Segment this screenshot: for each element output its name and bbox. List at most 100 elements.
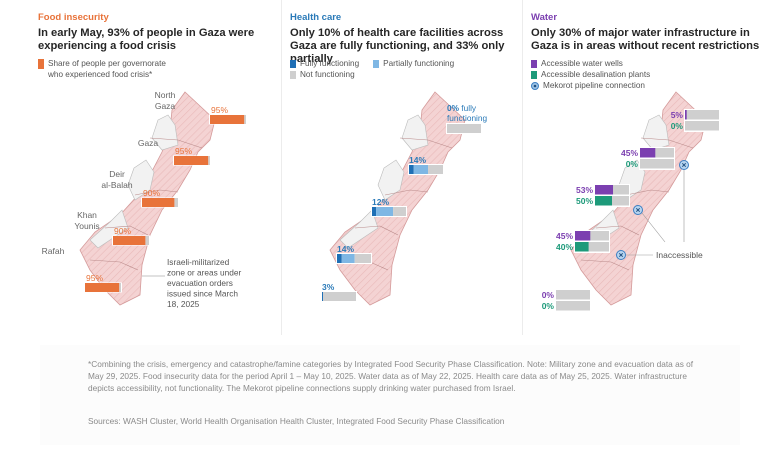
partially-functioning-bar — [413, 165, 429, 174]
not-functioning-bar — [447, 124, 481, 133]
health-care-panel: Health care Only 10% of health care faci… — [281, 0, 514, 335]
food-legend: Share of people per governorate who expe… — [38, 58, 166, 80]
north-gaza-health-label: 0% fully — [447, 103, 477, 113]
legend-item-full: Fully functioning — [290, 58, 359, 69]
military-zone-annotation: 18, 2025 — [167, 299, 200, 309]
legend-item-not: Not functioning — [290, 69, 454, 80]
partially-functioning-bar — [341, 254, 355, 263]
food-data-label: 95% — [86, 273, 103, 283]
desalination-bar — [575, 242, 589, 252]
food-bar — [174, 156, 209, 165]
desalination-label: 0% — [542, 301, 555, 311]
water-wells-label: 5% — [671, 110, 684, 120]
governorate-border — [399, 137, 453, 149]
water-wells-bar — [685, 110, 687, 120]
inaccessible-bar — [575, 231, 609, 241]
food-legend-label-2: who experienced food crisis* — [48, 70, 153, 79]
legend-label-partial: Partially functioning — [383, 59, 455, 68]
governorate-border — [640, 137, 694, 149]
food-bar-remainder — [208, 156, 210, 165]
food-bar-remainder — [174, 198, 178, 207]
governorate-border — [134, 189, 179, 196]
water-wells-bar — [640, 148, 656, 158]
pipeline-connection-icon — [616, 250, 626, 260]
footer-background — [40, 345, 740, 445]
health-data-label: 14% — [337, 244, 354, 254]
gaza-strip-shape — [329, 91, 466, 306]
food-map: 95%95%90%90%95%NorthGazaGazaDeiral-Balah… — [42, 90, 247, 309]
not-swatch-icon — [290, 70, 296, 79]
military-zone-annotation: issued since March — [167, 289, 238, 299]
leader-line — [641, 212, 666, 243]
sources: Sources: WASH Cluster, World Health Orga… — [88, 416, 505, 426]
food-insecurity-panel: Food insecurity In early May, 93% of peo… — [30, 0, 270, 335]
food-bar-remainder — [244, 115, 246, 124]
not-functioning-bar — [393, 207, 406, 216]
inaccessible-bar — [685, 110, 719, 120]
legend-item-wells: Accessible water wells — [531, 58, 650, 69]
unrestricted-area-shape — [89, 209, 129, 249]
water-wells-label: 45% — [556, 231, 573, 241]
fully-functioning-bar — [337, 254, 342, 263]
unrestricted-area-shape — [377, 159, 405, 201]
water-headline: Only 30% of major water infrastructure i… — [531, 27, 760, 52]
governorate-border — [625, 189, 670, 196]
fully-functioning-bar — [322, 292, 324, 301]
legend-label-full: Fully functioning — [300, 59, 360, 68]
food-legend-label: Share of people per governorate — [48, 59, 166, 68]
inaccessible-label: Inaccessible — [656, 250, 703, 260]
food-data-label: 90% — [114, 226, 131, 236]
inaccessible-bar — [556, 290, 590, 300]
military-zone-annotation: evacuation orders — [167, 278, 233, 288]
water-wells-label: 45% — [621, 148, 638, 158]
health-legend: Fully functioning Partially functioning … — [290, 58, 454, 80]
unrestricted-area-shape — [127, 159, 155, 201]
water-wells-label: 0% — [542, 290, 555, 300]
health-data-label: 12% — [372, 197, 389, 207]
desalination-label: 50% — [576, 196, 593, 206]
inaccessible-bar — [575, 242, 609, 252]
wells-swatch-icon — [531, 59, 537, 68]
water-panel: Water Only 30% of major water infrastruc… — [522, 0, 763, 335]
governorate-label: Khan — [77, 210, 97, 220]
governorate-label: Gaza — [155, 101, 176, 111]
food-data-label: 95% — [211, 105, 228, 115]
inaccessible-bar — [685, 121, 719, 131]
legend-label-desal: Accessible desalination plants — [541, 70, 651, 79]
desalination-label: 40% — [556, 242, 573, 252]
governorate-label: al-Balah — [101, 180, 132, 190]
desalination-bar — [595, 196, 612, 206]
not-functioning-bar — [323, 292, 356, 301]
health-headline: Only 10% of health care facilities acros… — [290, 27, 505, 65]
health-label-text: fully — [459, 103, 477, 113]
unrestricted-area-shape — [339, 209, 379, 249]
water-wells-bar — [595, 185, 614, 195]
governorate-label: Younis — [74, 221, 99, 231]
governorate-border — [354, 225, 399, 236]
legend-label-wells: Accessible water wells — [541, 59, 623, 68]
food-legend-item-2: who experienced food crisis* — [38, 69, 166, 80]
pipeline-connection-icon — [633, 205, 643, 215]
water-wells-label: 53% — [576, 185, 593, 195]
inaccessible-bar — [640, 148, 674, 158]
food-swatch-icon — [38, 58, 44, 69]
food-legend-item: Share of people per governorate — [38, 58, 166, 69]
inaccessible-bar — [556, 301, 590, 311]
food-bar — [210, 115, 245, 124]
health-pct: 0% — [447, 103, 460, 113]
desalination-label: 0% — [626, 159, 639, 169]
not-functioning-bar — [428, 165, 443, 174]
governorate-label: Gaza — [138, 138, 159, 148]
legend-label-not: Not functioning — [300, 70, 355, 79]
food-bar — [85, 283, 120, 292]
water-legend: Accessible water wells Accessible desali… — [531, 58, 650, 91]
north-gaza-health-label-2: functioning — [447, 113, 488, 123]
governorate-label: North — [155, 90, 176, 100]
pipeline-connection-icon — [679, 160, 689, 170]
water-map: 5%0%45%0%53%50%45%40%0%0%Inaccessible — [542, 91, 720, 312]
food-data-label: 95% — [175, 146, 192, 156]
food-data-label: 90% — [143, 188, 160, 198]
full-swatch-icon — [290, 59, 296, 68]
food-bar-remainder — [119, 283, 121, 292]
